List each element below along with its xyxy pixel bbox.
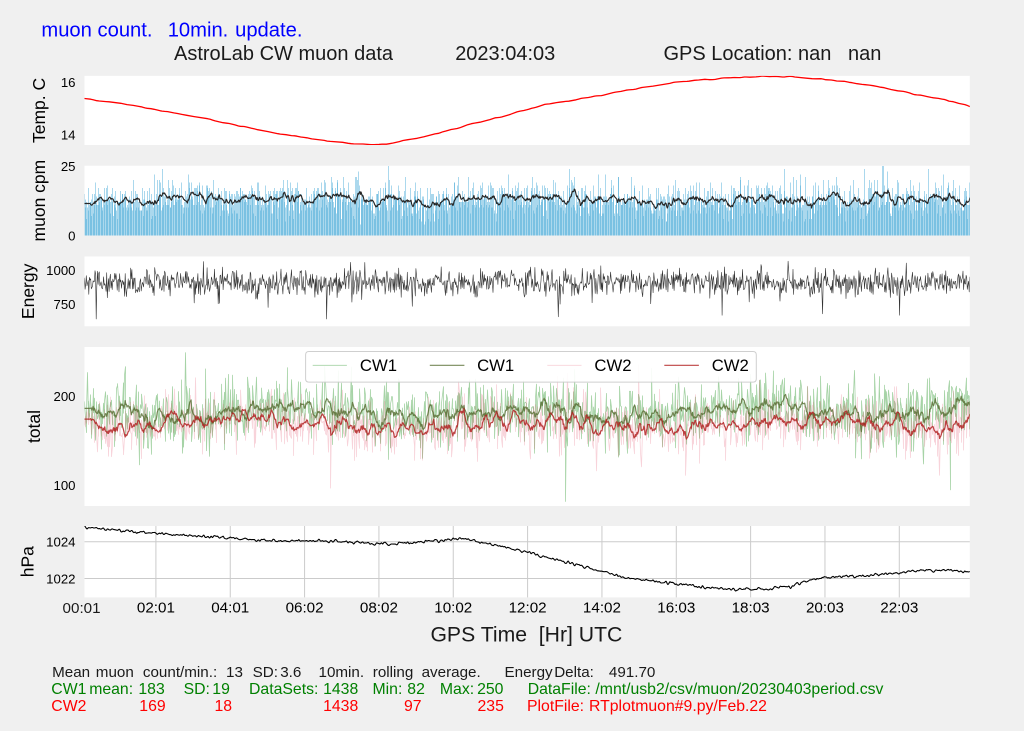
svg-text:1024: 1024: [46, 535, 75, 550]
svg-text:235: 235: [478, 698, 505, 715]
svg-text:AstroLab CW muon data: AstroLab CW muon data: [174, 43, 394, 65]
svg-text:10min.: 10min.: [319, 664, 365, 681]
svg-text:100: 100: [53, 478, 75, 493]
svg-text:22:03: 22:03: [880, 599, 918, 616]
svg-text:04:01: 04:01: [211, 599, 249, 616]
svg-text:169: 169: [139, 698, 166, 715]
svg-text:750: 750: [53, 297, 75, 312]
svg-text:Max:: Max:: [440, 681, 474, 698]
svg-text:Mean: Mean: [52, 664, 90, 681]
svg-text:10min.: 10min.: [168, 19, 229, 41]
svg-text:18:03: 18:03: [732, 599, 770, 616]
svg-text:19: 19: [212, 681, 230, 698]
svg-text:02:01: 02:01: [137, 599, 175, 616]
svg-text:CW1: CW1: [360, 356, 397, 375]
svg-text:2023:04:03: 2023:04:03: [455, 43, 555, 65]
svg-text:1000: 1000: [46, 263, 75, 278]
svg-text:GPS Location: nan nan: GPS Location: nan nan: [664, 43, 882, 65]
svg-text:count/min.:: count/min.:: [143, 664, 217, 681]
svg-text:12:02: 12:02: [509, 599, 547, 616]
svg-text:Energy: Energy: [505, 664, 554, 681]
svg-text:250: 250: [477, 681, 504, 698]
svg-text:GPS Time [Hr] UTC: GPS Time [Hr] UTC: [430, 624, 622, 647]
svg-text:muon count.: muon count.: [41, 19, 152, 41]
svg-text:14:02: 14:02: [583, 599, 621, 616]
svg-text:Min:: Min:: [373, 681, 403, 698]
svg-text:muon cpm: muon cpm: [29, 160, 49, 242]
svg-text:CW2: CW2: [712, 356, 749, 375]
svg-text:82: 82: [407, 681, 425, 698]
svg-text:25: 25: [61, 159, 76, 174]
svg-text:1022: 1022: [46, 571, 75, 586]
svg-text:20:03: 20:03: [806, 599, 844, 616]
svg-text:DataSets:: DataSets:: [249, 681, 318, 698]
svg-text:Temp. C: Temp. C: [29, 78, 49, 143]
svg-text:200: 200: [53, 389, 75, 404]
svg-text:06:02: 06:02: [286, 599, 324, 616]
svg-text:DataFile:: DataFile:: [528, 681, 591, 698]
svg-text:SD:: SD:: [184, 681, 210, 698]
svg-text:CW1: CW1: [477, 356, 514, 375]
svg-text:/mnt/usb2/csv/muon/20230403per: /mnt/usb2/csv/muon/20230403period.csv: [595, 681, 883, 698]
svg-text:PlotFile:: PlotFile:: [527, 698, 584, 715]
svg-text:08:02: 08:02: [360, 599, 398, 616]
svg-text:1438: 1438: [323, 681, 358, 698]
svg-text:total: total: [24, 410, 44, 443]
svg-text:183: 183: [138, 681, 165, 698]
svg-text:491.70: 491.70: [609, 664, 655, 681]
svg-text:muon: muon: [96, 664, 134, 681]
svg-text:rolling: rolling: [373, 664, 414, 681]
svg-text:CW2: CW2: [51, 698, 86, 715]
svg-text:10:02: 10:02: [434, 599, 472, 616]
svg-text:hPa: hPa: [17, 546, 37, 577]
svg-text:0: 0: [68, 228, 75, 243]
svg-text:16:03: 16:03: [657, 599, 695, 616]
svg-text:00:01: 00:01: [63, 600, 101, 617]
svg-text:16: 16: [61, 75, 76, 90]
svg-text:mean:: mean:: [89, 681, 133, 698]
svg-text:update.: update.: [235, 19, 302, 41]
svg-text:3.6: 3.6: [280, 664, 301, 681]
svg-text:Delta:: Delta:: [554, 664, 594, 681]
svg-text:18: 18: [215, 698, 233, 715]
svg-text:14: 14: [61, 127, 76, 142]
svg-text:CW1: CW1: [51, 681, 86, 698]
svg-text:SD:: SD:: [253, 664, 278, 681]
svg-text:CW2: CW2: [594, 356, 631, 375]
svg-text:Energy: Energy: [18, 263, 38, 319]
svg-text:97: 97: [404, 698, 422, 715]
svg-text:1438: 1438: [323, 698, 358, 715]
svg-text:13: 13: [226, 664, 243, 681]
svg-text:RTplotmuon#9.py/Feb.22: RTplotmuon#9.py/Feb.22: [589, 698, 767, 715]
svg-text:average.: average.: [422, 664, 481, 681]
